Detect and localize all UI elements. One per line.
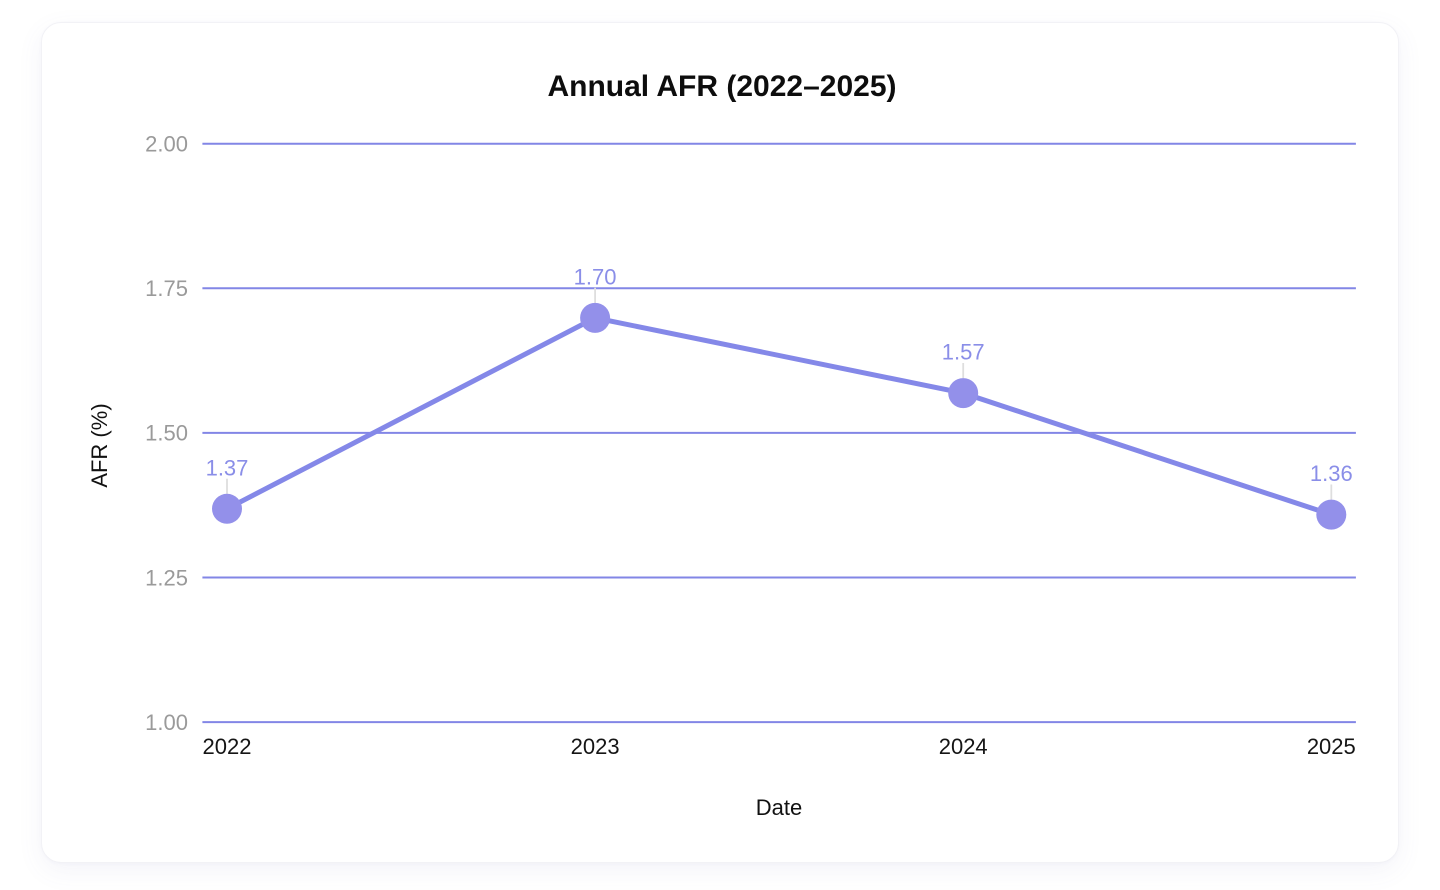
svg-text:2025: 2025 (1307, 734, 1356, 759)
svg-text:Annual AFR (2022–2025): Annual AFR (2022–2025) (547, 70, 896, 103)
svg-text:1.75: 1.75 (145, 276, 188, 301)
svg-text:Date: Date (756, 795, 802, 820)
svg-text:2023: 2023 (571, 734, 620, 759)
svg-text:1.00: 1.00 (145, 710, 188, 735)
svg-text:1.57: 1.57 (942, 340, 985, 365)
svg-text:2.00: 2.00 (145, 132, 188, 157)
svg-text:AFR (%): AFR (%) (87, 403, 112, 487)
svg-text:1.50: 1.50 (145, 421, 188, 446)
svg-text:1.70: 1.70 (574, 264, 617, 289)
svg-text:1.36: 1.36 (1310, 461, 1353, 486)
svg-text:2022: 2022 (203, 734, 252, 759)
svg-text:1.37: 1.37 (206, 455, 249, 480)
svg-text:1.25: 1.25 (145, 565, 188, 590)
svg-text:2024: 2024 (939, 734, 988, 759)
